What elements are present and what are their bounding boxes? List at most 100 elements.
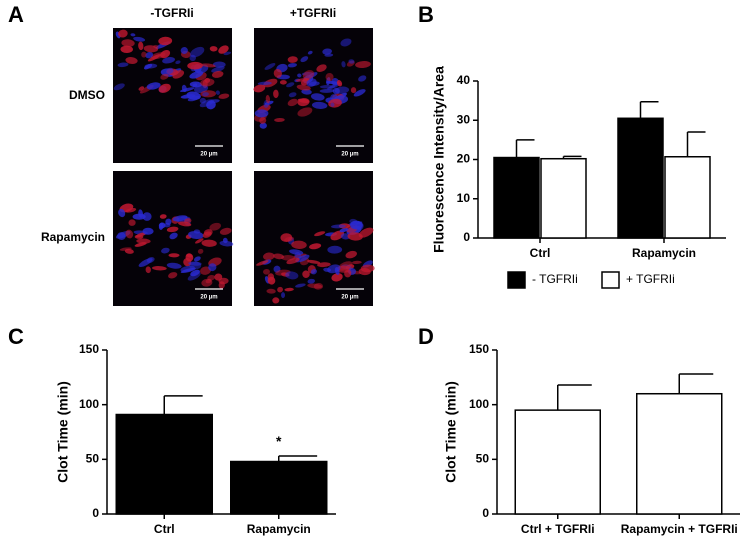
cell — [307, 259, 321, 264]
x-tick-label: Ctrl + TGFRIi — [521, 522, 595, 536]
cell — [136, 238, 151, 244]
cell — [274, 117, 285, 122]
cell — [186, 91, 201, 100]
cell — [310, 93, 325, 101]
micrographs: 20 µm 20 µm 20 µm 20 µm — [113, 28, 375, 306]
cell — [120, 45, 133, 54]
cell — [144, 63, 158, 69]
cell — [287, 56, 298, 63]
cell — [181, 84, 187, 93]
cell — [132, 213, 146, 220]
cell — [317, 262, 331, 268]
cell — [286, 257, 300, 265]
cell — [219, 240, 234, 247]
cell — [211, 70, 224, 78]
cell — [340, 38, 352, 47]
x-tick-label: Ctrl — [154, 522, 175, 536]
cell — [128, 219, 136, 226]
cell — [159, 214, 167, 219]
cell — [146, 256, 155, 263]
panel-label: B — [418, 2, 434, 27]
cell — [218, 45, 229, 54]
cell — [308, 81, 320, 86]
cell — [287, 63, 297, 68]
cell — [118, 208, 126, 218]
y-tick-label: 0 — [482, 506, 489, 520]
panel-label: D — [418, 324, 434, 349]
cell — [200, 78, 215, 87]
bar — [617, 117, 664, 239]
row-label: Rapamycin — [41, 230, 105, 244]
column-label: +TGFRIi — [290, 6, 336, 20]
cell — [133, 36, 146, 42]
cell — [349, 218, 358, 224]
x-tick-label: Rapamycin — [632, 246, 696, 260]
cell — [273, 253, 285, 260]
bar — [540, 157, 587, 239]
cell — [125, 207, 137, 213]
cell — [208, 263, 217, 272]
cell — [158, 83, 171, 93]
cell — [180, 265, 195, 272]
cell — [172, 70, 185, 79]
cell — [330, 102, 335, 107]
cell — [264, 63, 276, 70]
bar — [493, 156, 540, 239]
cell — [280, 233, 293, 242]
y-tick-label: 50 — [86, 452, 100, 466]
cell — [263, 252, 275, 261]
cell — [322, 48, 332, 55]
legend-label: + TGFRIi — [626, 272, 675, 286]
cell — [118, 29, 128, 38]
cell — [187, 61, 203, 70]
x-tick-label: Ctrl — [530, 246, 551, 260]
row-label: DMSO — [69, 88, 105, 102]
cell — [259, 122, 267, 129]
cell — [125, 57, 138, 64]
cell — [355, 221, 364, 231]
cell — [143, 45, 159, 53]
cell — [297, 107, 313, 117]
cell — [193, 229, 201, 234]
cell — [309, 243, 322, 250]
cell — [345, 250, 357, 259]
cell — [193, 256, 201, 262]
cell — [201, 63, 216, 68]
cell — [175, 60, 181, 65]
cell — [147, 54, 161, 62]
cell — [336, 80, 343, 87]
cell — [272, 297, 280, 304]
cell — [338, 261, 353, 271]
cell — [287, 98, 299, 107]
cell — [360, 264, 375, 273]
cell — [169, 232, 178, 240]
cell — [189, 70, 204, 79]
cell — [297, 98, 310, 107]
cell — [218, 281, 225, 289]
cell — [124, 248, 134, 254]
y-tick-label: 150 — [79, 342, 99, 356]
cell — [288, 92, 297, 98]
scale-label: 20 µm — [200, 152, 217, 158]
cell — [142, 227, 154, 235]
cell — [218, 93, 230, 99]
bar — [636, 392, 723, 515]
cell — [307, 283, 323, 289]
scale-label: 20 µm — [341, 295, 358, 301]
cell — [296, 84, 311, 91]
cell — [113, 83, 125, 91]
cell — [302, 270, 310, 278]
cell — [330, 230, 345, 241]
cell — [202, 231, 212, 238]
cell — [117, 62, 129, 68]
cell — [125, 229, 134, 239]
cell — [187, 272, 201, 281]
cell — [219, 227, 232, 235]
cell — [165, 67, 174, 75]
cell — [197, 248, 204, 254]
cell — [188, 261, 202, 266]
cell — [141, 51, 147, 58]
significance: * — [276, 433, 282, 449]
cell — [284, 287, 294, 292]
